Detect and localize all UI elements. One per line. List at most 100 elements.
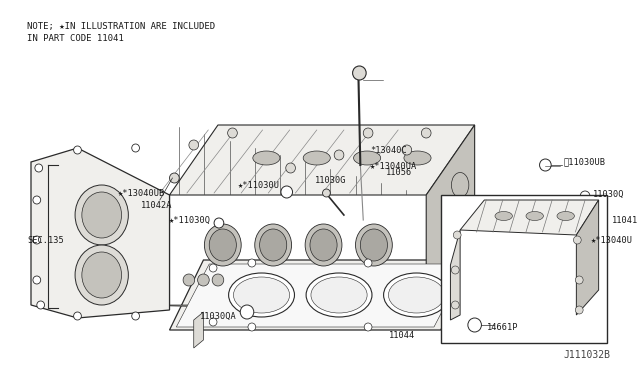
Circle shape bbox=[248, 259, 256, 267]
Circle shape bbox=[573, 236, 581, 244]
Ellipse shape bbox=[310, 229, 337, 261]
Text: 14661P: 14661P bbox=[487, 324, 519, 333]
Text: SEC.135: SEC.135 bbox=[27, 235, 64, 244]
Text: 11044: 11044 bbox=[389, 331, 415, 340]
Circle shape bbox=[442, 318, 449, 326]
Ellipse shape bbox=[451, 173, 469, 198]
Polygon shape bbox=[460, 200, 598, 235]
Circle shape bbox=[212, 274, 224, 286]
Circle shape bbox=[214, 218, 224, 228]
Circle shape bbox=[183, 274, 195, 286]
Ellipse shape bbox=[557, 212, 575, 221]
Text: 11030Q: 11030Q bbox=[593, 189, 625, 199]
Circle shape bbox=[575, 276, 583, 284]
Ellipse shape bbox=[228, 273, 294, 317]
Circle shape bbox=[74, 312, 81, 320]
Ellipse shape bbox=[404, 151, 431, 165]
Circle shape bbox=[364, 323, 372, 331]
Polygon shape bbox=[170, 125, 475, 195]
Circle shape bbox=[248, 323, 256, 331]
Polygon shape bbox=[126, 305, 426, 310]
Circle shape bbox=[33, 196, 41, 204]
Text: ★*13040UA: ★*13040UA bbox=[370, 161, 417, 170]
Circle shape bbox=[240, 305, 254, 319]
Circle shape bbox=[35, 164, 43, 172]
Ellipse shape bbox=[451, 202, 469, 228]
Ellipse shape bbox=[388, 277, 445, 313]
Ellipse shape bbox=[311, 277, 367, 313]
Text: *13040C: *13040C bbox=[370, 145, 407, 154]
Circle shape bbox=[189, 140, 198, 150]
Text: ★*11030U: ★*11030U bbox=[238, 180, 280, 189]
Ellipse shape bbox=[306, 273, 372, 317]
Circle shape bbox=[451, 263, 459, 271]
Text: ★*13040UB: ★*13040UB bbox=[117, 189, 164, 198]
Ellipse shape bbox=[234, 277, 290, 313]
Circle shape bbox=[170, 173, 179, 183]
Ellipse shape bbox=[82, 252, 122, 298]
Polygon shape bbox=[31, 148, 170, 318]
Circle shape bbox=[198, 274, 209, 286]
Ellipse shape bbox=[526, 212, 543, 221]
Circle shape bbox=[74, 146, 81, 154]
Ellipse shape bbox=[495, 212, 513, 221]
Circle shape bbox=[421, 128, 431, 138]
Ellipse shape bbox=[209, 229, 236, 261]
Polygon shape bbox=[194, 312, 204, 348]
Polygon shape bbox=[426, 125, 475, 305]
Circle shape bbox=[453, 231, 461, 239]
Ellipse shape bbox=[355, 224, 392, 266]
Circle shape bbox=[281, 186, 292, 198]
Circle shape bbox=[209, 264, 217, 272]
Circle shape bbox=[575, 306, 583, 314]
Circle shape bbox=[364, 259, 372, 267]
Circle shape bbox=[334, 150, 344, 160]
Text: ⁖11030UB: ⁖11030UB bbox=[564, 157, 606, 167]
Circle shape bbox=[402, 145, 412, 155]
Circle shape bbox=[285, 163, 296, 173]
Polygon shape bbox=[176, 264, 467, 327]
Circle shape bbox=[209, 318, 217, 326]
Text: ★*11030Q: ★*11030Q bbox=[169, 215, 211, 224]
Ellipse shape bbox=[75, 185, 129, 245]
Circle shape bbox=[323, 189, 330, 197]
Circle shape bbox=[37, 301, 45, 309]
Circle shape bbox=[353, 66, 366, 80]
Ellipse shape bbox=[255, 224, 292, 266]
Ellipse shape bbox=[383, 273, 449, 317]
Ellipse shape bbox=[204, 224, 241, 266]
Ellipse shape bbox=[451, 232, 469, 257]
Text: 11030QA: 11030QA bbox=[200, 311, 236, 321]
Ellipse shape bbox=[253, 151, 280, 165]
Circle shape bbox=[228, 128, 237, 138]
Text: J111032B: J111032B bbox=[563, 350, 611, 360]
Text: ★*13040U: ★*13040U bbox=[591, 235, 633, 244]
Bar bbox=[441, 195, 607, 343]
Circle shape bbox=[364, 128, 373, 138]
Circle shape bbox=[451, 266, 459, 274]
Circle shape bbox=[540, 159, 551, 171]
Polygon shape bbox=[577, 200, 598, 315]
Ellipse shape bbox=[75, 245, 129, 305]
Text: IN PART CODE 11041: IN PART CODE 11041 bbox=[27, 34, 124, 43]
Circle shape bbox=[580, 191, 590, 201]
Text: 11042A: 11042A bbox=[141, 201, 172, 209]
Polygon shape bbox=[126, 195, 170, 305]
Circle shape bbox=[33, 236, 41, 244]
Ellipse shape bbox=[82, 192, 122, 238]
Circle shape bbox=[33, 276, 41, 284]
Ellipse shape bbox=[305, 224, 342, 266]
Text: 11030G: 11030G bbox=[315, 176, 346, 185]
Polygon shape bbox=[170, 260, 475, 330]
Circle shape bbox=[577, 235, 586, 245]
Ellipse shape bbox=[353, 151, 381, 165]
Ellipse shape bbox=[260, 229, 287, 261]
Ellipse shape bbox=[303, 151, 330, 165]
Text: 11041: 11041 bbox=[612, 215, 639, 224]
Text: 11056: 11056 bbox=[385, 167, 412, 176]
Circle shape bbox=[132, 312, 140, 320]
Circle shape bbox=[132, 144, 140, 152]
Circle shape bbox=[468, 318, 481, 332]
Circle shape bbox=[451, 301, 459, 309]
Ellipse shape bbox=[360, 229, 387, 261]
